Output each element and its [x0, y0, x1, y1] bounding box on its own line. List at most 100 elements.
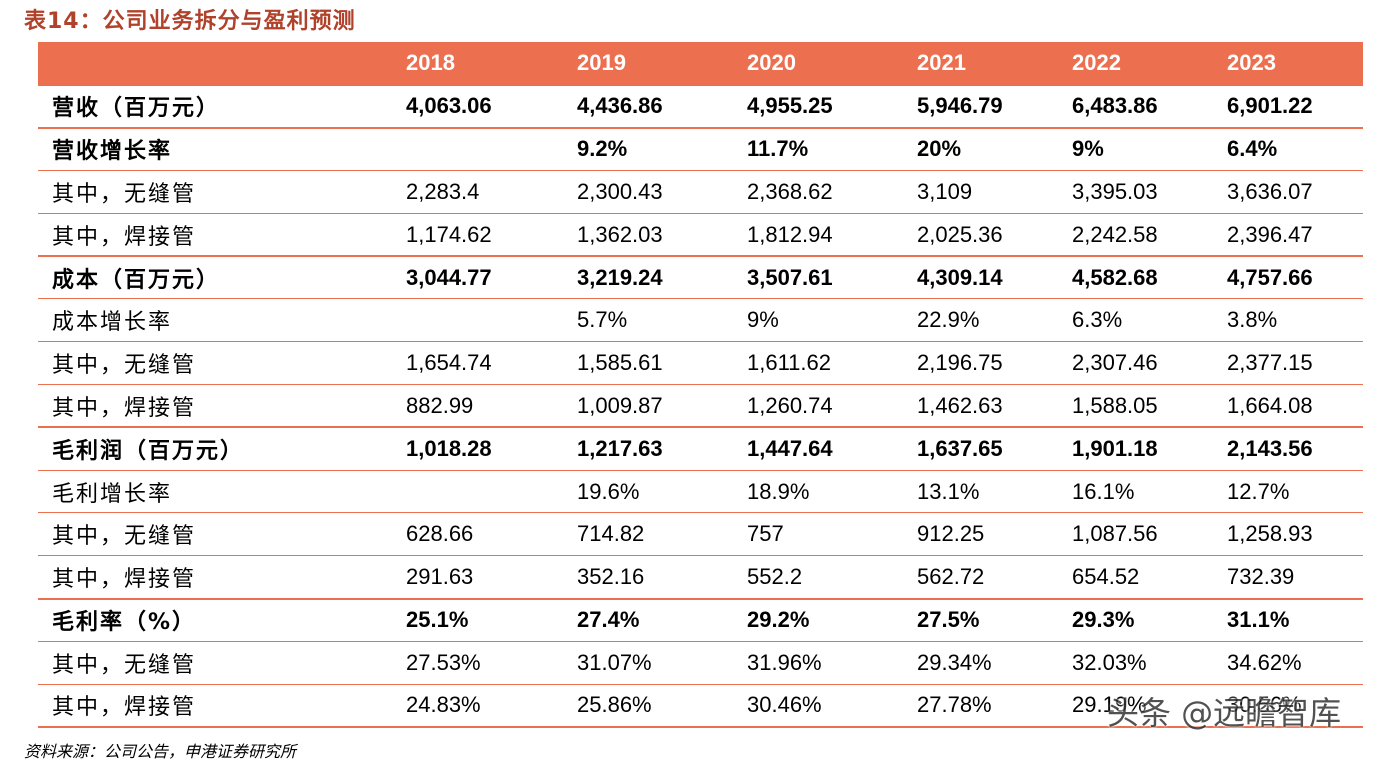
cell-2022: 16.1% — [1072, 469, 1227, 513]
cell-2021: 27.5% — [917, 597, 1072, 642]
cell-2023: 3,636.07 — [1227, 170, 1363, 214]
row-label: 其中，无缝管 — [38, 170, 406, 214]
cell-2022: 654.52 — [1072, 555, 1227, 599]
cell-2021: 2,025.36 — [917, 212, 1072, 257]
table-row: 其中，焊接管 24.83% 25.86% 30.46% 27.78% 29.19% 30.5… — [38, 683, 1363, 728]
table-row: 成本（百万元） 3,044.77 3,219.24 3,507.61 4,309.14 4… — [38, 255, 1363, 299]
cell-2019: 4,436.86 — [577, 84, 747, 128]
cell-2021: 1,462.63 — [917, 384, 1072, 428]
row-label: 其中，焊接管 — [38, 384, 406, 428]
table-header-row: 2018 2019 2020 2021 2022 2023 — [38, 42, 1363, 85]
cell-2021: 5,946.79 — [917, 84, 1072, 128]
row-label: 营收增长率 — [38, 126, 406, 171]
table-row: 成本增长率 5.7% 9% 22.9% 6.3% 3.8% — [38, 298, 1363, 342]
table-row: 其中，无缝管 27.53% 31.07% 31.96% 29.34% 32.03% 34.6… — [38, 640, 1363, 685]
row-label: 毛利率（%） — [38, 597, 406, 642]
cell-2018: 1,174.62 — [406, 212, 577, 257]
cell-2022: 29.3% — [1072, 597, 1227, 642]
table-row: 营收增长率 9.2% 11.7% 20% 9% 6.4% — [38, 126, 1363, 171]
cell-2018: 1,018.28 — [406, 426, 577, 471]
row-label: 毛利增长率 — [38, 469, 406, 513]
cell-2018: 24.83% — [406, 683, 577, 728]
table-row: 其中，无缝管 628.66 714.82 757 912.25 1,087.56 1,258… — [38, 512, 1363, 556]
cell-2019: 27.4% — [577, 597, 747, 642]
cell-2021: 20% — [917, 126, 1072, 171]
row-label: 其中，焊接管 — [38, 683, 406, 728]
cell-2019: 1,362.03 — [577, 212, 747, 257]
table-row: 毛利润（百万元） 1,018.28 1,217.63 1,447.64 1,637.65… — [38, 426, 1363, 471]
cell-2023: 2,377.15 — [1227, 341, 1363, 385]
cell-2022: 3,395.03 — [1072, 170, 1227, 214]
cell-2021: 13.1% — [917, 469, 1072, 513]
cell-2019: 19.6% — [577, 469, 747, 513]
row-label: 营收（百万元） — [38, 84, 406, 128]
row-label: 成本（百万元） — [38, 255, 406, 299]
cell-2021: 562.72 — [917, 555, 1072, 599]
cell-2018: 4,063.06 — [406, 84, 577, 128]
cell-2021: 1,637.65 — [917, 426, 1072, 471]
cell-2018: 27.53% — [406, 640, 577, 685]
cell-2018: 2,283.4 — [406, 170, 577, 214]
cell-2023: 31.1% — [1227, 597, 1363, 642]
header-cell-2020: 2020 — [747, 50, 796, 75]
cell-2018: 628.66 — [406, 512, 577, 556]
cell-2020: 4,955.25 — [747, 84, 917, 128]
cell-2020: 1,260.74 — [747, 384, 917, 428]
cell-2023: 6.4% — [1227, 126, 1363, 171]
cell-2020: 29.2% — [747, 597, 917, 642]
cell-2018 — [406, 298, 577, 342]
cell-2020: 31.96% — [747, 640, 917, 685]
table-row: 毛利率（%） 25.1% 27.4% 29.2% 27.5% 29.3% 31.1% — [38, 597, 1363, 642]
cell-2023: 2,396.47 — [1227, 212, 1363, 257]
cell-2020: 30.46% — [747, 683, 917, 728]
row-label: 毛利润（百万元） — [38, 426, 406, 471]
row-label: 其中，无缝管 — [38, 341, 406, 385]
cell-2019: 1,217.63 — [577, 426, 747, 471]
cell-2018: 1,654.74 — [406, 341, 577, 385]
cell-2023: 12.7% — [1227, 469, 1363, 513]
row-label: 其中，焊接管 — [38, 555, 406, 599]
cell-2018: 3,044.77 — [406, 255, 577, 299]
cell-2022: 2,307.46 — [1072, 341, 1227, 385]
row-label: 其中，无缝管 — [38, 640, 406, 685]
table-title: 表14：公司业务拆分与盈利预测 — [24, 9, 356, 34]
cell-2020: 11.7% — [747, 126, 917, 171]
cell-2022: 1,087.56 — [1072, 512, 1227, 556]
cell-2018: 25.1% — [406, 597, 577, 642]
cell-2018: 291.63 — [406, 555, 577, 599]
cell-2019: 25.86% — [577, 683, 747, 728]
table-row: 其中，焊接管 882.99 1,009.87 1,260.74 1,462.63 1,58… — [38, 384, 1363, 428]
cell-2020: 18.9% — [747, 469, 917, 513]
cell-2022: 6.3% — [1072, 298, 1227, 342]
table-row: 其中，无缝管 2,283.4 2,300.43 2,368.62 3,109 3,395.… — [38, 170, 1363, 214]
table-row: 其中，无缝管 1,654.74 1,585.61 1,611.62 2,196.75 2,… — [38, 341, 1363, 385]
cell-2020: 552.2 — [747, 555, 917, 599]
cell-2019: 2,300.43 — [577, 170, 747, 214]
cell-2019: 1,585.61 — [577, 341, 747, 385]
table-row: 其中，焊接管 1,174.62 1,362.03 1,812.94 2,025.36 2,… — [38, 212, 1363, 257]
cell-2019: 1,009.87 — [577, 384, 747, 428]
cell-2022: 29.19% — [1072, 683, 1227, 728]
cell-2019: 3,219.24 — [577, 255, 747, 299]
cell-2022: 32.03% — [1072, 640, 1227, 685]
header-cell-2019: 2019 — [577, 50, 626, 75]
watermark: 头条 @远瞻智库 — [1107, 694, 1342, 732]
cell-2021: 2,196.75 — [917, 341, 1072, 385]
cell-2023: 34.62% — [1227, 640, 1363, 685]
cell-2023: 30.56% — [1227, 683, 1363, 728]
cell-2023: 1,664.08 — [1227, 384, 1363, 428]
cell-2019: 31.07% — [577, 640, 747, 685]
cell-2020: 757 — [747, 512, 917, 556]
cell-2022: 1,901.18 — [1072, 426, 1227, 471]
cell-2018 — [406, 469, 577, 513]
cell-2021: 27.78% — [917, 683, 1072, 728]
source-note: 资料来源：公司公告，申港证券研究所 — [24, 742, 297, 761]
cell-2020: 1,812.94 — [747, 212, 917, 257]
row-label: 成本增长率 — [38, 298, 406, 342]
header-cell-2021: 2021 — [917, 50, 966, 75]
table-row: 毛利增长率 19.6% 18.9% 13.1% 16.1% 12.7% — [38, 469, 1363, 513]
row-label: 其中，无缝管 — [38, 512, 406, 556]
cell-2021: 912.25 — [917, 512, 1072, 556]
cell-2021: 3,109 — [917, 170, 1072, 214]
cell-2023: 3.8% — [1227, 298, 1363, 342]
